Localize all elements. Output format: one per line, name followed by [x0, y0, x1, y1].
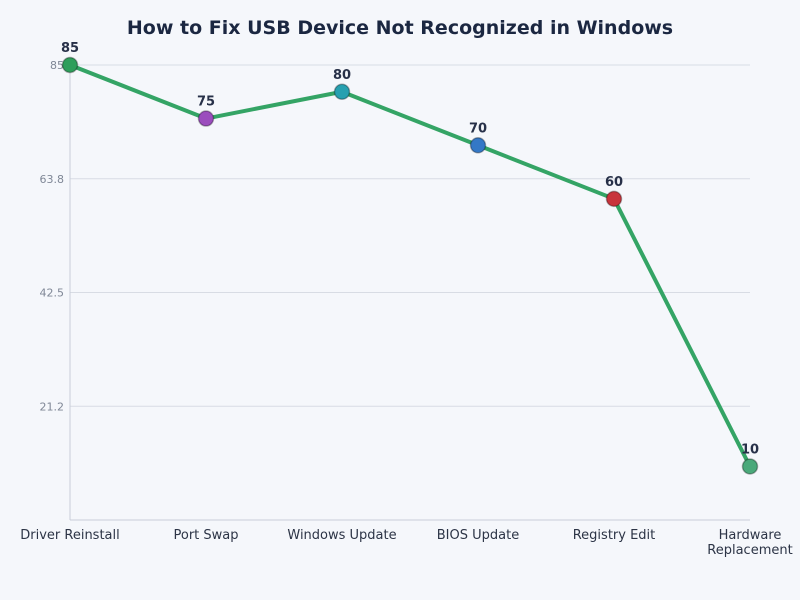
series-line	[69, 63, 752, 468]
x-tick-label: Port Swap	[173, 528, 238, 543]
data-label: 60	[605, 175, 623, 190]
data-point	[197, 110, 215, 127]
x-tick-label: Registry Edit	[573, 528, 656, 543]
x-tick-label: BIOS Update	[437, 528, 519, 543]
data-point	[333, 83, 351, 101]
y-tick-label: 85	[50, 59, 64, 72]
y-tick-label: 21.2	[40, 400, 65, 413]
x-tick-label: Windows Update	[287, 528, 396, 543]
data-label: 75	[197, 95, 215, 110]
data-label: 10	[741, 442, 759, 457]
data-point	[741, 458, 759, 475]
data-point	[61, 56, 79, 74]
data-point	[469, 137, 487, 154]
data-label: 80	[333, 68, 351, 83]
y-tick-label: 42.5	[40, 287, 65, 300]
x-tick-label: Driver Reinstall	[20, 528, 120, 543]
chart-title: How to Fix USB Device Not Recognized in …	[127, 17, 673, 39]
data-point	[605, 190, 623, 208]
y-tick-label: 63.8	[40, 173, 65, 186]
x-tick-label: Hardware Replacement	[707, 528, 792, 558]
data-label: 85	[61, 41, 79, 56]
data-label: 70	[469, 121, 487, 136]
